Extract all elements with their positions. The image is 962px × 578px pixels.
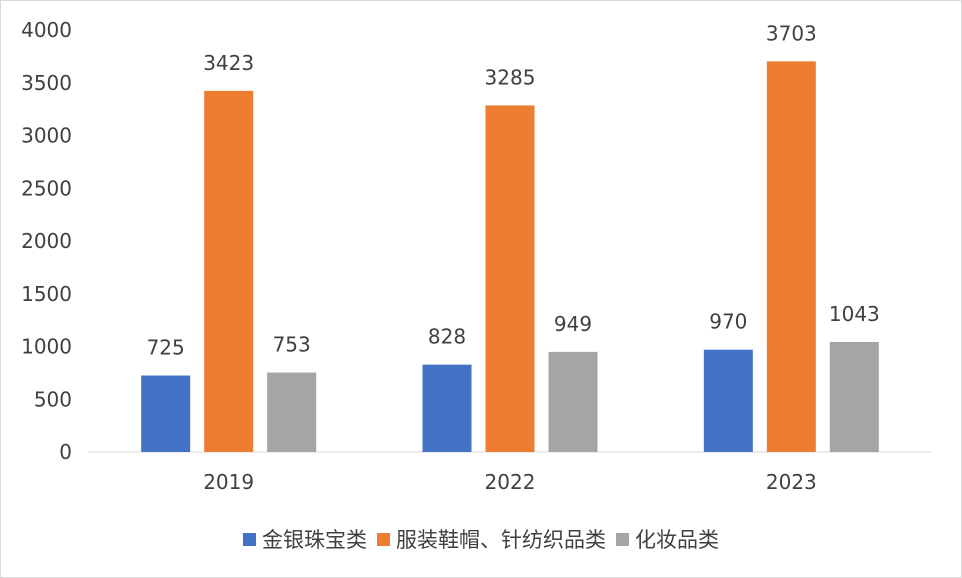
y-tick-label: 3500	[21, 71, 72, 95]
legend-swatch	[243, 532, 256, 546]
data-label: 949	[554, 312, 592, 336]
legend-item: 金银珠宝类	[243, 524, 367, 554]
y-tick-label: 2500	[21, 176, 72, 200]
data-label: 3703	[766, 21, 817, 45]
bar-2023-series-2	[829, 341, 879, 452]
data-label: 1043	[829, 302, 880, 326]
bar-2023-series-1	[766, 61, 816, 453]
legend-item: 化妆品类	[616, 524, 719, 554]
x-tick-label: 2022	[485, 470, 536, 494]
y-tick-label: 2000	[21, 229, 72, 253]
bar-2022-series-2	[548, 351, 598, 452]
data-label: 970	[709, 310, 747, 334]
data-label: 828	[428, 325, 466, 349]
y-tick-label: 3000	[21, 124, 72, 148]
data-label: 3285	[485, 65, 536, 89]
bar-2022-series-1	[485, 105, 535, 453]
legend: 金银珠宝类 服装鞋帽、针纺织品类 化妆品类	[0, 524, 962, 554]
data-label: 725	[147, 336, 185, 360]
bar-2023-series-0	[703, 349, 753, 452]
y-tick-label: 1000	[21, 335, 72, 359]
legend-label: 金银珠宝类	[262, 528, 367, 552]
y-tick-label: 0	[59, 440, 72, 464]
legend-swatch	[616, 532, 629, 546]
legend-item: 服装鞋帽、针纺织品类	[377, 524, 606, 554]
legend-swatch	[377, 532, 390, 546]
bars	[141, 61, 879, 453]
y-tick-label: 500	[34, 387, 72, 411]
x-axis-labels: 2019 2022 2023	[203, 470, 817, 494]
y-tick-label: 1500	[21, 282, 72, 306]
y-tick-label: 4000	[21, 18, 72, 42]
bar-2022-series-0	[422, 364, 472, 452]
legend-label: 服装鞋帽、针纺织品类	[396, 528, 606, 552]
bar-2019-series-0	[141, 375, 191, 452]
legend-label: 化妆品类	[635, 528, 719, 552]
x-tick-label: 2019	[203, 470, 254, 494]
data-label: 3423	[203, 51, 254, 75]
bar-2019-series-2	[267, 372, 317, 452]
data-label: 753	[273, 333, 311, 357]
x-tick-label: 2023	[766, 470, 817, 494]
data-labels: 725 3423 753 828 3285 949 970 3703 1043	[147, 21, 880, 359]
y-axis-ticks: 0 500 1000 1500 2000 2500 3000 3500 4000	[21, 18, 72, 464]
bar-2019-series-1	[204, 90, 254, 452]
